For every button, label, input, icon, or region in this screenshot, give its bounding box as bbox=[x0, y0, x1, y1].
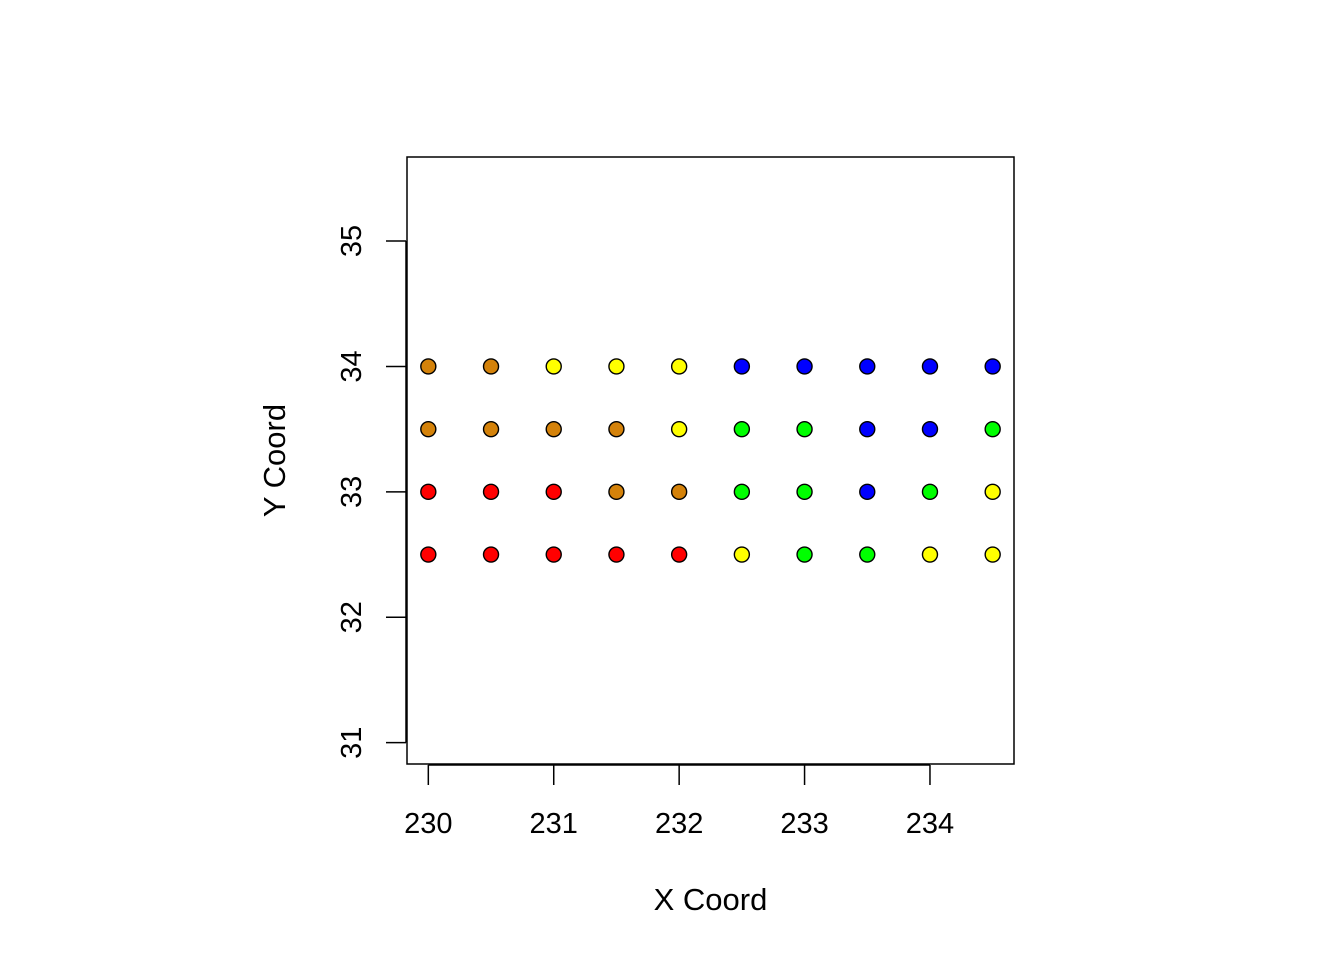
data-point bbox=[545, 420, 562, 438]
data-point bbox=[608, 420, 625, 438]
data-point bbox=[420, 358, 437, 375]
x-axis: 230 231 232 233 234 bbox=[404, 764, 954, 840]
data-point bbox=[733, 483, 751, 501]
data-point bbox=[733, 358, 751, 375]
y-tick-label: 35 bbox=[336, 225, 368, 257]
data-point bbox=[482, 358, 500, 375]
x-tick-label: 230 bbox=[404, 808, 452, 840]
data-point bbox=[859, 483, 876, 501]
data-point bbox=[670, 546, 688, 563]
x-tick-label: 232 bbox=[655, 808, 703, 840]
x-tick-label: 234 bbox=[906, 808, 954, 840]
y-axis-title: Y Coord bbox=[257, 404, 292, 517]
data-point bbox=[796, 358, 813, 375]
data-point bbox=[859, 420, 876, 438]
y-tick-label: 33 bbox=[336, 476, 368, 508]
data-point bbox=[984, 420, 1001, 438]
y-tick-label: 32 bbox=[336, 601, 368, 633]
data-point bbox=[921, 483, 939, 501]
data-point bbox=[733, 420, 751, 438]
data-point bbox=[545, 358, 562, 375]
data-point bbox=[796, 483, 813, 501]
y-tick-label: 34 bbox=[336, 350, 368, 382]
data-point bbox=[545, 546, 562, 563]
data-point bbox=[984, 483, 1001, 501]
x-axis-title: X Coord bbox=[654, 882, 768, 917]
data-point bbox=[608, 546, 625, 563]
data-point bbox=[420, 483, 437, 501]
data-point bbox=[984, 358, 1001, 375]
data-point bbox=[420, 420, 437, 438]
points-layer bbox=[420, 358, 1001, 563]
data-point bbox=[545, 483, 562, 501]
data-point bbox=[796, 546, 813, 563]
data-point bbox=[859, 358, 876, 375]
data-point bbox=[921, 546, 939, 563]
data-point bbox=[608, 358, 625, 375]
data-point bbox=[984, 546, 1001, 563]
plot-frame bbox=[406, 156, 1015, 765]
data-point bbox=[921, 420, 939, 438]
data-point bbox=[420, 546, 437, 563]
y-tick-label: 31 bbox=[336, 727, 368, 759]
data-point bbox=[482, 546, 500, 563]
data-point bbox=[670, 483, 688, 501]
data-point bbox=[670, 358, 688, 375]
y-axis: 31 32 33 34 35 bbox=[336, 225, 407, 759]
data-point bbox=[670, 420, 688, 438]
data-point bbox=[482, 483, 500, 501]
data-point bbox=[859, 546, 876, 563]
data-point bbox=[482, 420, 500, 438]
data-point bbox=[608, 483, 625, 501]
data-point bbox=[796, 420, 813, 438]
data-point bbox=[921, 358, 939, 375]
x-tick-label: 233 bbox=[780, 808, 828, 840]
data-point bbox=[733, 546, 751, 563]
x-tick-label: 231 bbox=[530, 808, 578, 840]
